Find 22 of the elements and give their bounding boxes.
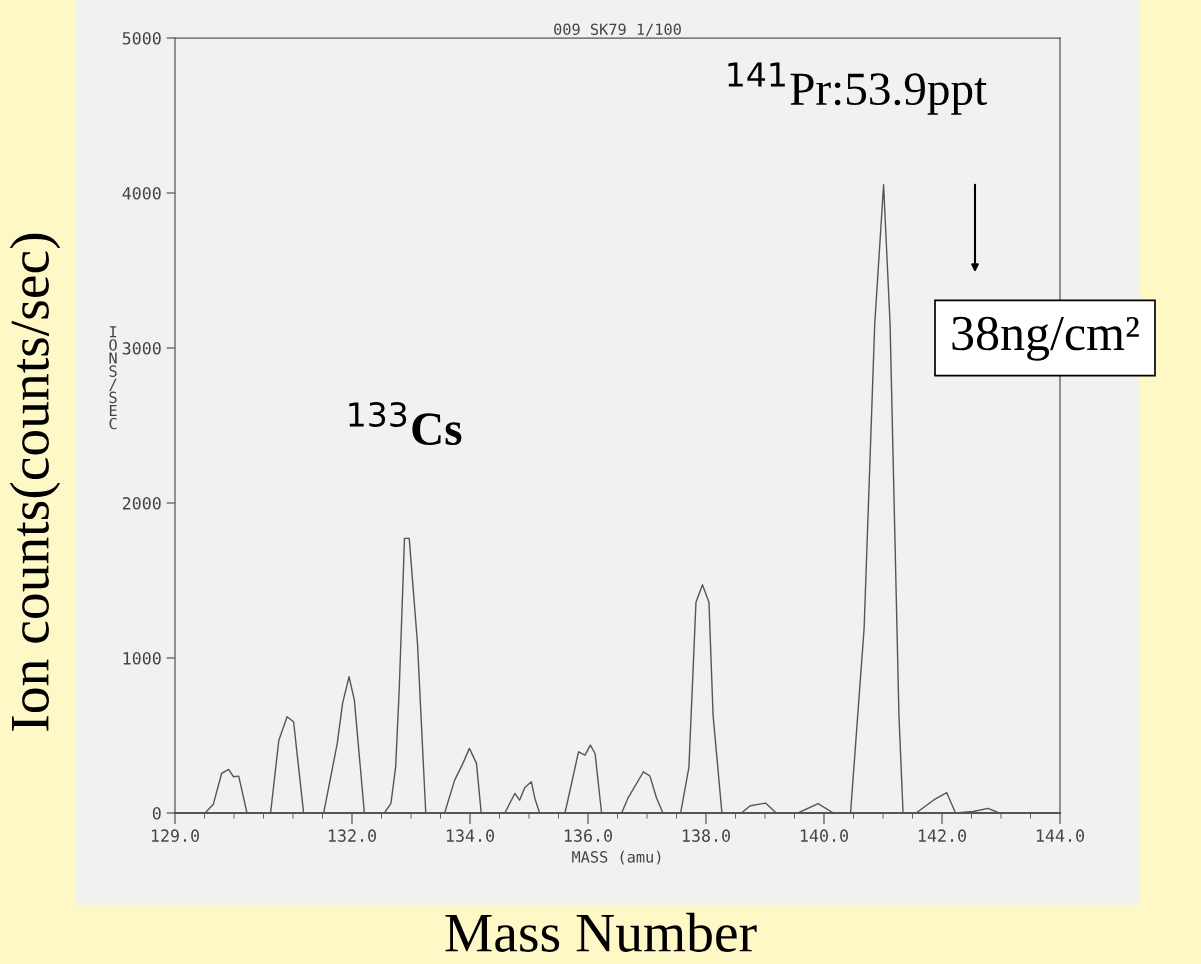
- x-tick-label: 144.0: [1036, 829, 1085, 842]
- x-tick-label: 129.0: [151, 829, 200, 842]
- text: Mass Number: [445, 912, 757, 952]
- x-tick-label: 138.0: [682, 829, 731, 842]
- y-tick-label: 4000: [122, 187, 161, 200]
- y-tick-label: 1000: [123, 652, 161, 665]
- chart-title: 009 SK79 1/100: [554, 23, 681, 37]
- annotation: 38ng/cm²: [952, 316, 1139, 361]
- text: Ion counts(counts/sec): [9, 233, 61, 731]
- annotation: $^{133}$Cs: [349, 401, 462, 446]
- x-tick-label: 134.0: [446, 829, 495, 842]
- y-tick-label: 0: [152, 807, 161, 820]
- annotation: $^{141}$Pr:53.9ppt: [728, 62, 987, 115]
- x-tick-label: 142.0: [918, 829, 967, 842]
- y-tick-label: 3000: [122, 342, 161, 355]
- x-tick-label: 140.0: [800, 829, 849, 842]
- x-tick-label: 136.0: [564, 829, 613, 842]
- y-axis-title: IONS/SEC: [109, 326, 117, 430]
- y-tick-label: 5000: [122, 32, 161, 45]
- x-tick-label: 132.0: [328, 829, 377, 842]
- y-tick-label: 2000: [122, 497, 161, 510]
- x-axis-title: MASS (amu): [572, 850, 661, 865]
